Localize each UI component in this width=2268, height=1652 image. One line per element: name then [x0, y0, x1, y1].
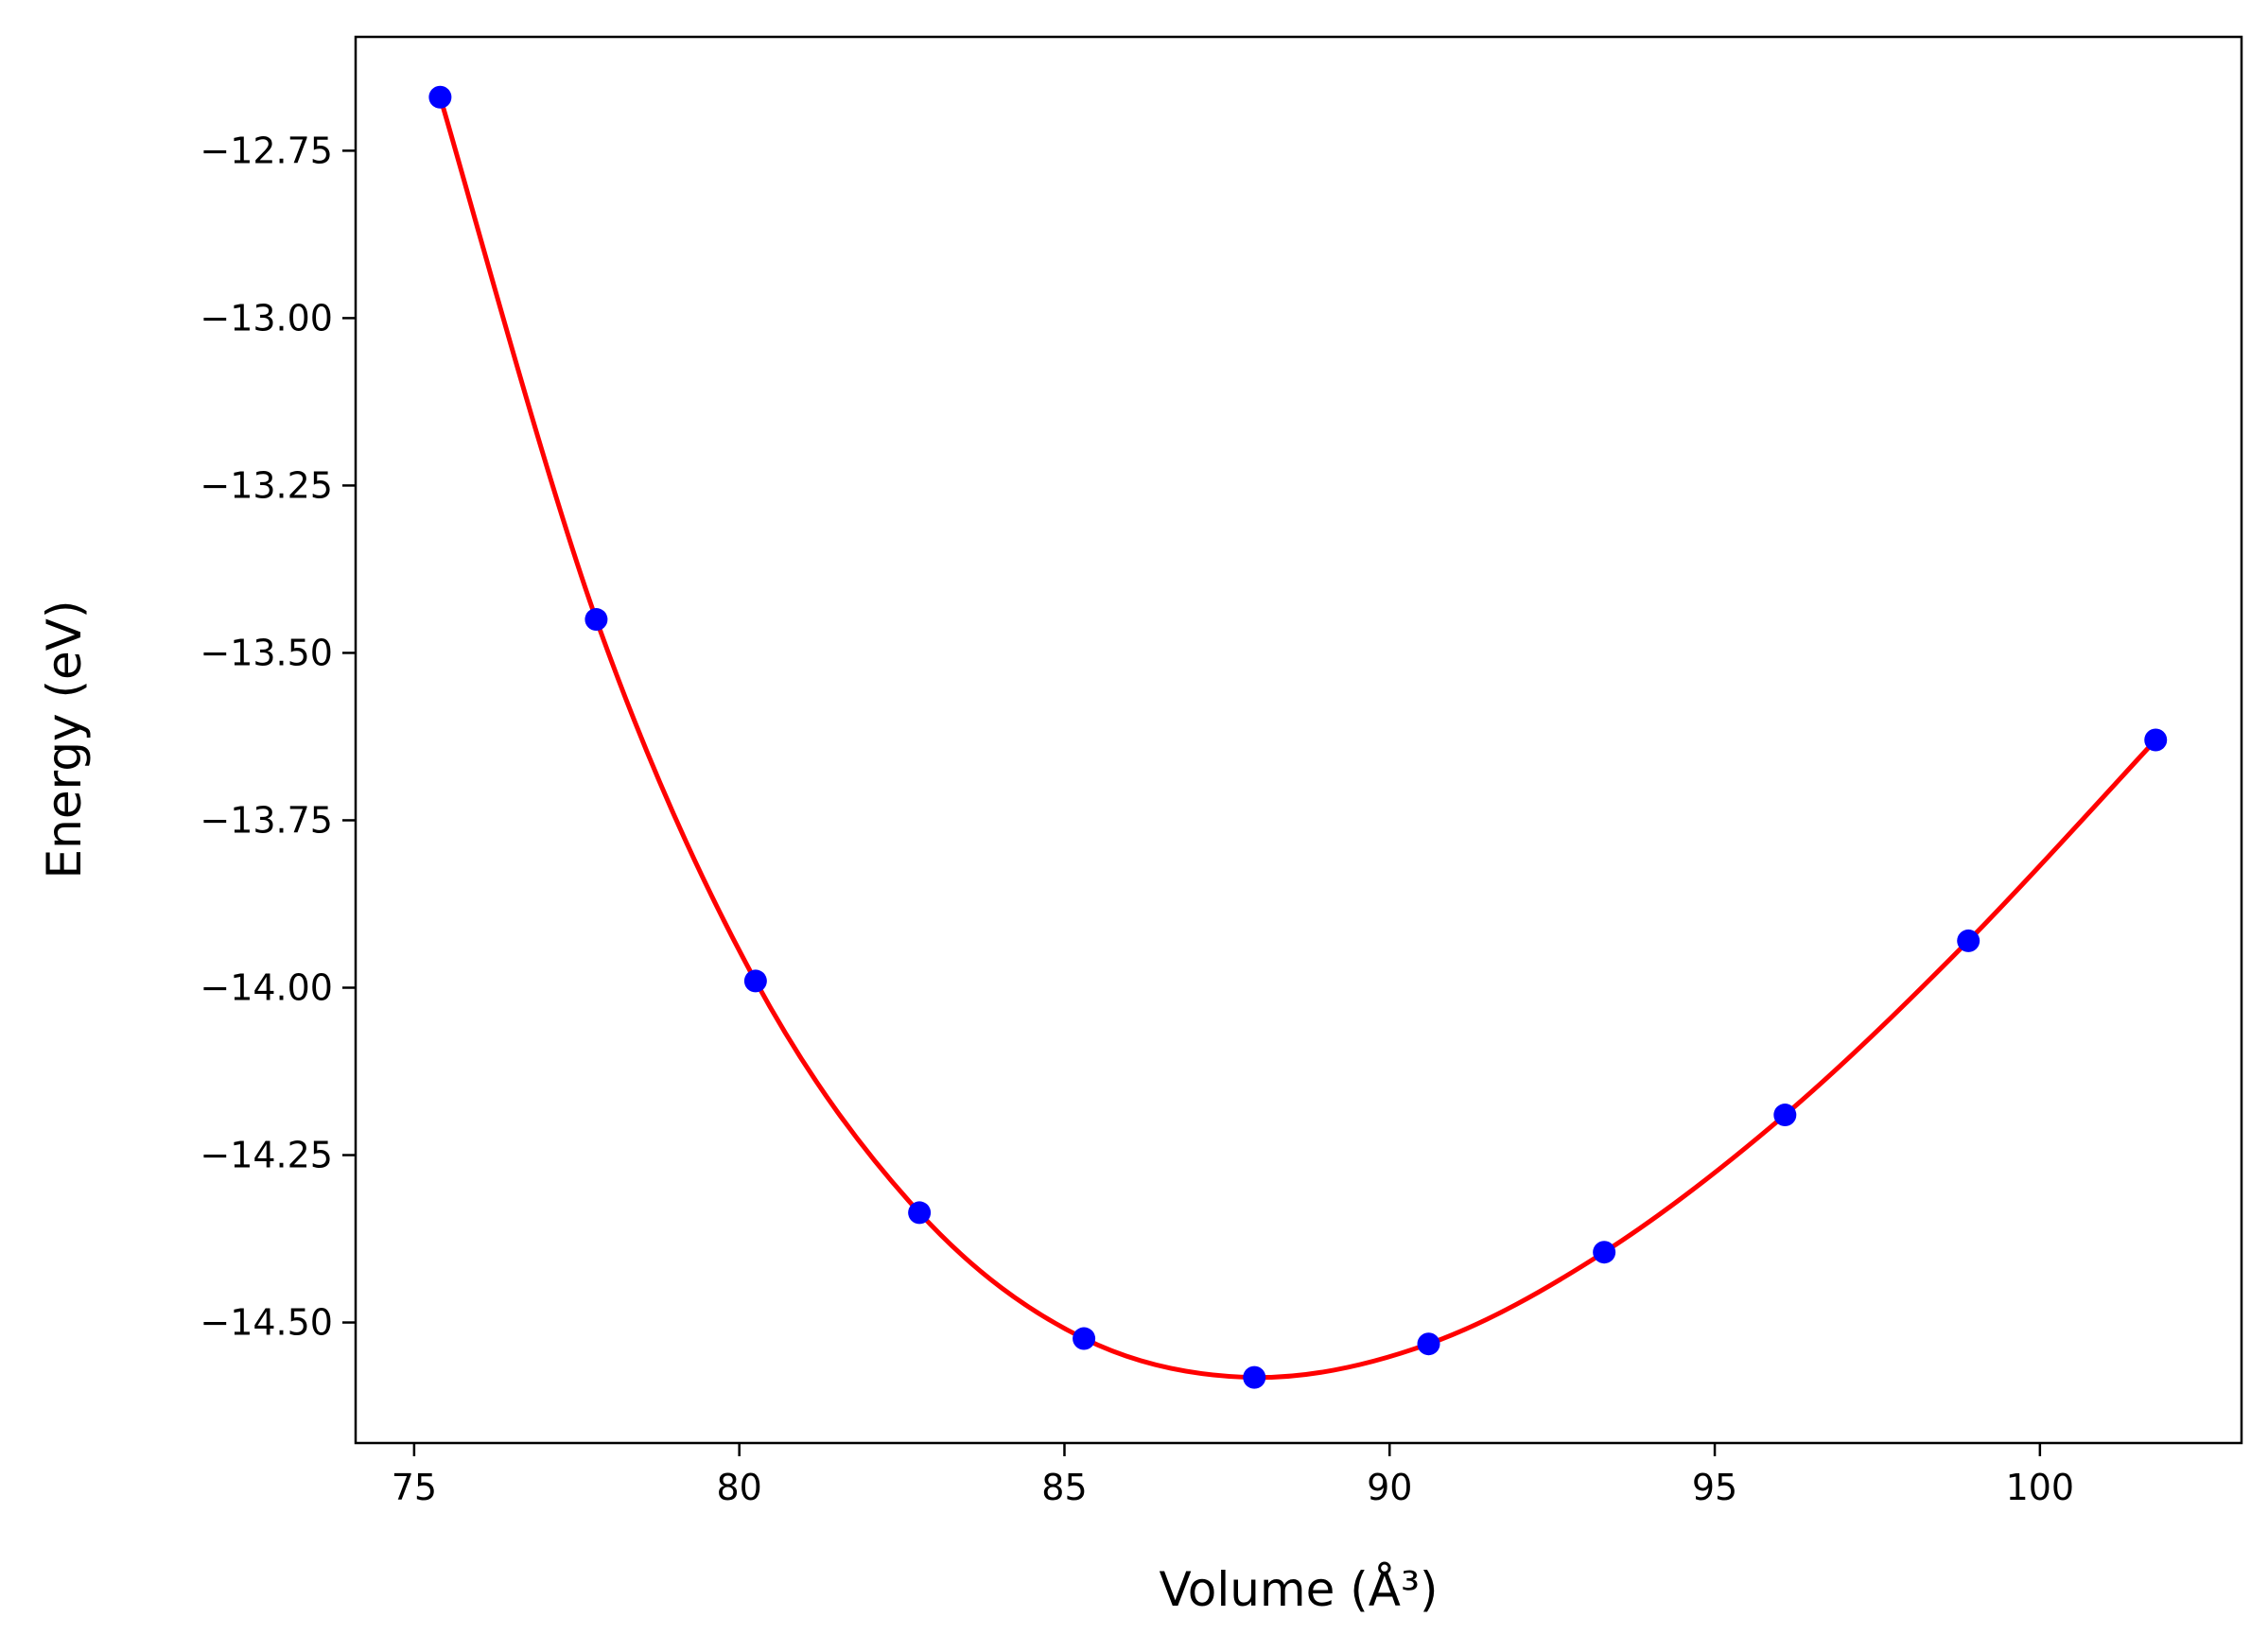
x-axis-title: Volume (Å³): [1159, 1562, 1438, 1617]
y-tick-label: −13.00: [200, 297, 333, 339]
data-point: [743, 969, 767, 993]
x-axis-ticks: 75 80 85 90 95 100: [392, 1443, 2074, 1508]
plot-frame: [354, 35, 2243, 1445]
x-tick-label: 95: [1692, 1467, 1737, 1508]
y-tick-label: −14.25: [200, 1135, 333, 1176]
y-tick-label: −14.00: [200, 966, 333, 1008]
data-point: [1593, 1241, 1616, 1264]
data-points: [428, 85, 2168, 1389]
x-tick-label: 80: [716, 1467, 761, 1508]
x-tick-label: 100: [2006, 1467, 2075, 1508]
y-tick-label: −13.25: [200, 464, 333, 506]
y-tick-label: −13.75: [200, 799, 333, 841]
data-point: [1073, 1327, 1096, 1350]
data-point: [2144, 728, 2168, 752]
y-tick-label: −14.50: [200, 1302, 333, 1344]
data-point: [1957, 929, 1980, 952]
data-point: [584, 608, 608, 632]
data-point: [1243, 1365, 1266, 1389]
y-axis-ticks: −12.75 −13.00 −13.25 −13.50 −13.75 −14.00 −14.…: [200, 130, 356, 1344]
data-point: [1417, 1332, 1440, 1356]
data-point: [1773, 1104, 1797, 1127]
data-point: [428, 85, 452, 109]
y-tick-label: −13.50: [200, 632, 333, 673]
data-point: [908, 1201, 932, 1225]
y-axis-title: Energy (eV): [37, 600, 92, 879]
x-tick-label: 85: [1041, 1467, 1087, 1508]
x-tick-label: 90: [1367, 1467, 1412, 1508]
x-tick-label: 75: [392, 1467, 437, 1508]
fit-curve-line: [437, 96, 2158, 1381]
y-tick-label: −12.75: [200, 130, 333, 171]
